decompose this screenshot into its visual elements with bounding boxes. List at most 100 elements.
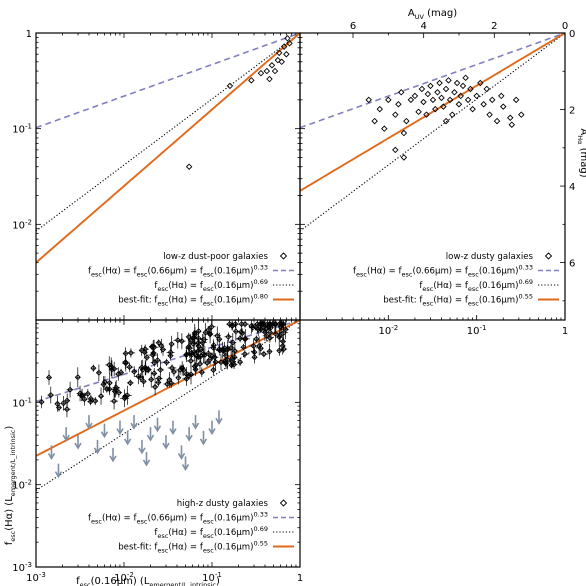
best-fit-line xyxy=(36,33,300,264)
data-point xyxy=(280,345,288,353)
data-point xyxy=(220,341,229,355)
data-point xyxy=(198,367,205,378)
legend-sample: low-z dusty galaxies xyxy=(446,252,553,262)
upper-limit-arrow xyxy=(191,415,200,430)
data-point xyxy=(392,146,399,154)
data-point xyxy=(166,345,175,360)
data-point xyxy=(455,101,463,108)
data-point xyxy=(451,89,458,96)
data-point xyxy=(385,96,392,104)
data-point xyxy=(224,332,233,342)
svg-text:low-z dusty galaxies: low-z dusty galaxies xyxy=(446,252,534,262)
data-point xyxy=(231,342,238,360)
dashed-relation-line xyxy=(36,33,300,129)
data-point xyxy=(440,103,447,110)
data-point xyxy=(90,364,97,372)
data-point xyxy=(230,360,238,369)
data-point xyxy=(263,67,271,75)
legend-fit: best-fit: fesc(Hα) = fesc(0.16μm)0.55 xyxy=(118,540,294,555)
best-fit-line xyxy=(300,33,565,192)
data-point xyxy=(407,96,415,104)
right-tick-label: 6 xyxy=(569,259,575,270)
y-tick-label: 1 xyxy=(26,29,32,40)
data-point xyxy=(256,336,263,356)
svg-text:fesc(Hα) = fesc(0.66μm) = fesc: fesc(Hα) = fesc(0.66μm) = fesc(0.16μm)0.… xyxy=(88,264,268,279)
data-point xyxy=(275,49,283,57)
data-point xyxy=(442,85,450,93)
data-point xyxy=(167,364,177,372)
data-point xyxy=(222,349,229,362)
top-tick-label: 6 xyxy=(350,21,356,32)
upper-limit-arrow xyxy=(199,430,208,446)
axes-frame xyxy=(35,32,301,321)
data-point xyxy=(436,79,443,87)
data-point xyxy=(84,389,91,399)
data-point xyxy=(241,320,250,328)
upper-limit-arrow xyxy=(130,415,138,430)
data-point xyxy=(403,117,410,125)
top-axis-label: AUV (mag) xyxy=(408,8,457,21)
data-point xyxy=(266,75,273,83)
data-point xyxy=(459,82,467,90)
data-point xyxy=(392,111,399,118)
legend-dashed: fesc(Hα) = fesc(0.66μm) = fesc(0.16μm)0.… xyxy=(353,264,559,279)
data-point xyxy=(453,79,461,87)
top-tick-label: 2 xyxy=(491,21,497,32)
data-point xyxy=(131,366,138,377)
data-point xyxy=(206,329,214,339)
data-point xyxy=(264,322,273,331)
data-point xyxy=(217,354,225,370)
data-point xyxy=(87,394,94,403)
upper-limit-arrow xyxy=(181,456,190,472)
right-tick-label: 4 xyxy=(569,182,575,193)
data-point xyxy=(500,103,507,110)
upper-limit-arrow xyxy=(142,451,151,467)
data-point xyxy=(411,92,419,100)
data-point xyxy=(251,350,258,364)
panel-top-left: 10-2 10-1 1 low-z dust-poor galaxies fesc(Hα… xyxy=(12,29,301,321)
right-tick-label: 2 xyxy=(569,106,575,117)
data-point xyxy=(261,323,268,341)
data-point xyxy=(486,111,493,118)
data-point xyxy=(400,154,408,161)
legend-sample: high-z dusty galaxies xyxy=(177,499,288,509)
data-point xyxy=(418,85,426,93)
data-point xyxy=(257,325,265,333)
data-point xyxy=(45,370,53,385)
svg-text:fesc(Hα) = fesc(0.16μm)0.69: fesc(Hα) = fesc(0.16μm)0.69 xyxy=(154,278,268,293)
data-point xyxy=(143,353,150,362)
data-point xyxy=(139,359,146,380)
data-point xyxy=(371,117,378,125)
data-point xyxy=(187,349,196,356)
legend-dashed: fesc(Hα) = fesc(0.66μm) = fesc(0.16μm)0.… xyxy=(88,511,294,526)
data-point xyxy=(167,378,176,389)
x-axis-label: fesc(0.16μm) (Lemergent/L_intrinsic) xyxy=(76,576,220,586)
upper-limit-arrow xyxy=(123,430,132,446)
data-point xyxy=(365,96,372,104)
data-point xyxy=(457,92,464,100)
data-point xyxy=(92,396,99,406)
x-tick-label: 10-1 xyxy=(467,324,487,337)
data-point xyxy=(151,368,158,379)
legend-sample: low-z dust-poor galaxies xyxy=(163,252,288,262)
data-point xyxy=(100,376,107,393)
svg-text:best-fit: fesc(Hα) = fesc(0.16: best-fit: fesc(Hα) = fesc(0.16μm)0.80 xyxy=(118,293,268,308)
legend-fit: best-fit: fesc(Hα) = fesc(0.16μm)0.80 xyxy=(118,293,294,308)
svg-text:low-z dust-poor galaxies: low-z dust-poor galaxies xyxy=(163,252,268,262)
data-point xyxy=(179,361,186,376)
data-point xyxy=(498,92,505,100)
y-tick-label: 10-1 xyxy=(12,396,32,409)
upper-limit-arrow xyxy=(47,445,56,460)
data-point xyxy=(432,105,439,113)
x-tick-label: 10-2 xyxy=(378,324,398,337)
data-point xyxy=(286,40,293,47)
data-point xyxy=(278,58,285,66)
best-fit-line xyxy=(36,320,300,457)
dashed-relation-line xyxy=(300,33,565,129)
y-axis-label: fesc(Hα) (Lemergent/L_intrinsic) xyxy=(4,426,17,546)
data-point xyxy=(109,361,119,376)
data-point xyxy=(274,56,282,64)
data-point xyxy=(276,320,283,328)
data-point xyxy=(140,375,147,388)
x-tick-label: 1 xyxy=(562,326,568,337)
